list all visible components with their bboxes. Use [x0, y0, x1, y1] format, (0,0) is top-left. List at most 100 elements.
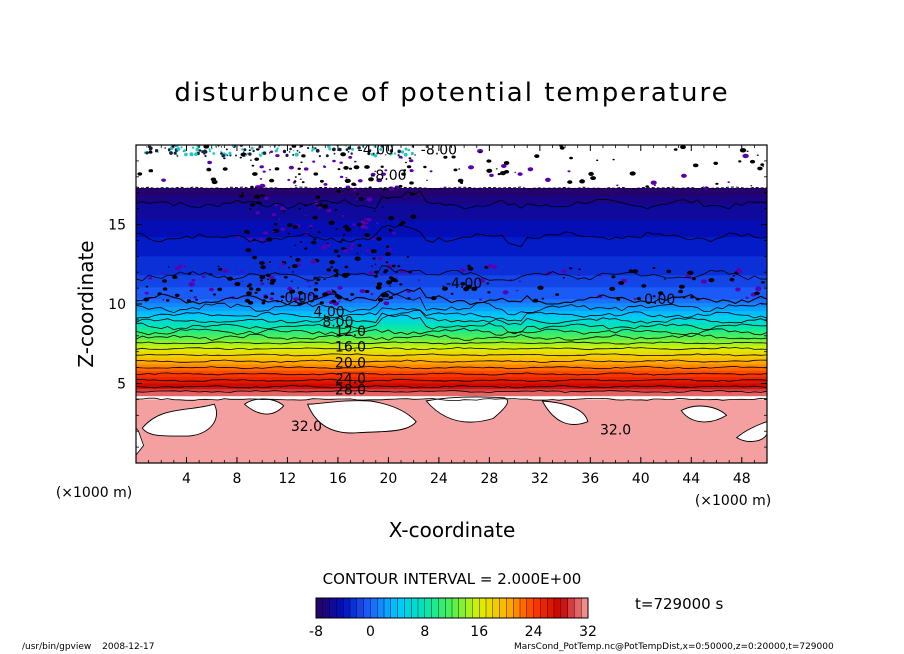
speckle [495, 168, 498, 170]
speckle [756, 154, 759, 156]
speckle [165, 299, 170, 302]
speckle [223, 157, 226, 160]
speckle [491, 264, 498, 269]
speckle [596, 159, 599, 162]
speckle [692, 163, 699, 168]
speckle [191, 146, 195, 149]
contour-band [136, 320, 767, 325]
colorbar-segment [485, 597, 494, 619]
speckle [195, 298, 199, 301]
contour-label: 28.0 [335, 383, 366, 399]
speckle [303, 298, 306, 300]
speckle [567, 170, 571, 173]
contour-band [136, 358, 767, 362]
speckle [352, 223, 356, 226]
x-tick-label: 4 [182, 471, 191, 487]
speckle [356, 193, 359, 196]
speckle [248, 152, 252, 156]
speckle [334, 209, 338, 211]
speckle [757, 166, 763, 171]
speckle [330, 289, 334, 291]
speckle [274, 149, 278, 153]
speckle [239, 156, 242, 159]
speckle [296, 149, 299, 152]
colorbar-segment [547, 597, 555, 619]
speckle [195, 147, 200, 152]
speckle [609, 286, 616, 291]
speckle [339, 161, 343, 164]
speckle [280, 227, 286, 231]
speckle [329, 260, 335, 265]
speckle [636, 297, 642, 301]
contour-band [136, 342, 767, 347]
speckle [173, 151, 177, 155]
speckle [388, 186, 395, 191]
speckle [353, 165, 360, 170]
speckle [468, 165, 474, 170]
colorbar-segment [540, 597, 548, 619]
speckle [201, 275, 206, 278]
speckle [294, 244, 297, 246]
speckle [163, 272, 166, 275]
speckle [258, 145, 262, 149]
speckle [325, 154, 329, 158]
speckle [308, 293, 312, 297]
speckle [250, 159, 252, 161]
speckle [331, 299, 336, 303]
speckle [658, 291, 664, 295]
speckle [333, 249, 339, 253]
speckle [405, 161, 407, 164]
x-tick-label: 28 [480, 471, 498, 487]
speckle [368, 177, 374, 182]
speckle [732, 274, 736, 277]
speckle [252, 149, 255, 153]
speckle [253, 194, 261, 199]
speckle [212, 152, 216, 155]
speckle [300, 161, 303, 164]
colorbar-tick-label: 8 [420, 624, 429, 640]
contour-band [136, 361, 767, 366]
speckle [590, 176, 596, 181]
speckle [366, 217, 372, 222]
speckle [260, 265, 267, 270]
speckle [348, 156, 353, 159]
speckle [650, 180, 657, 185]
contour-line [136, 353, 767, 357]
speckle [754, 291, 760, 296]
contour-band [136, 391, 767, 397]
colorbar-segment [404, 597, 412, 619]
speckle [350, 293, 355, 296]
speckle [137, 172, 143, 176]
colorbar-segment [499, 597, 507, 619]
speckle [356, 198, 360, 200]
speckle [487, 291, 491, 294]
speckle [399, 283, 403, 286]
contour-label: -4.00 [446, 276, 482, 292]
speckle [500, 171, 506, 176]
speckle [337, 168, 341, 171]
speckle [374, 170, 377, 172]
speckle [708, 278, 715, 283]
contour-label: 4.00 [314, 305, 345, 321]
speckle [220, 152, 223, 155]
contour-band [136, 373, 767, 378]
speckle [194, 152, 198, 156]
speckle [319, 179, 324, 183]
speckle [349, 247, 354, 251]
speckle [397, 149, 402, 154]
speckle [157, 151, 159, 153]
speckle [333, 152, 336, 155]
speckle [738, 160, 742, 163]
speckle [274, 167, 280, 171]
speckle [351, 147, 354, 151]
colorbar-frame [315, 597, 589, 619]
speckle [497, 173, 501, 176]
colorbar-tick-label: 24 [525, 624, 543, 640]
speckle [294, 152, 299, 157]
upper-white-region [136, 145, 767, 188]
speckle [388, 216, 395, 221]
speckle [294, 176, 297, 178]
contour-lines [136, 186, 767, 402]
speckle [178, 264, 183, 268]
speckle [450, 292, 454, 295]
